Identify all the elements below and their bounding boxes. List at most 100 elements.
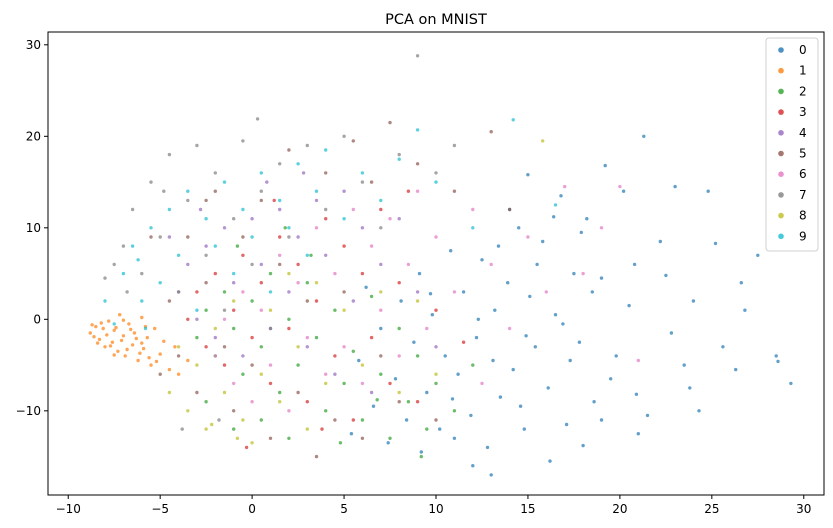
- point-0-62: [609, 377, 613, 381]
- point-0-17: [614, 354, 618, 358]
- point-8-17: [324, 381, 328, 386]
- point-0-68: [691, 299, 696, 303]
- point-7-16: [259, 189, 263, 193]
- point-7-12: [232, 217, 236, 221]
- point-9-17: [278, 198, 282, 203]
- point-5-25: [388, 120, 392, 125]
- point-0-26: [553, 313, 558, 317]
- point-0-11: [673, 184, 677, 189]
- point-4-18: [342, 189, 346, 193]
- legend-label-6: 6: [799, 167, 807, 181]
- point-7-24: [379, 226, 383, 230]
- point-7-20: [305, 143, 309, 148]
- point-8-1: [176, 345, 181, 349]
- point-2-18: [360, 418, 365, 422]
- point-7-4: [158, 235, 162, 239]
- point-0-18: [603, 163, 607, 168]
- point-9-14: [250, 235, 254, 239]
- point-6-14: [342, 345, 346, 349]
- point-7-11: [222, 308, 227, 312]
- series-6: [213, 184, 640, 413]
- point-0-35: [498, 395, 503, 399]
- point-2-33: [309, 253, 313, 257]
- legend-marker-4: [778, 130, 784, 136]
- point-5-9: [241, 235, 245, 239]
- point-0-31: [522, 427, 526, 431]
- series-2: [195, 226, 475, 459]
- point-6-9: [296, 281, 300, 285]
- point-0-24: [564, 422, 569, 427]
- point-8-0: [167, 390, 172, 395]
- point-4-12: [287, 290, 291, 294]
- point-5-21: [351, 139, 355, 143]
- point-2-10: [287, 317, 291, 321]
- point-1-35: [147, 356, 151, 360]
- point-9-26: [397, 157, 401, 161]
- point-5-4: [195, 390, 199, 395]
- point-6-26: [471, 207, 475, 212]
- point-5-19: [333, 418, 337, 422]
- point-9-23: [342, 217, 346, 221]
- point-6-30: [544, 290, 548, 294]
- point-7-33: [180, 427, 184, 431]
- point-5-6: [213, 189, 217, 193]
- point-0-32: [517, 226, 521, 230]
- point-1-30: [125, 347, 129, 352]
- point-8-3: [195, 363, 199, 367]
- point-1-23: [167, 367, 172, 372]
- point-9-7: [186, 189, 190, 193]
- point-1-12: [127, 322, 131, 326]
- point-3-1: [195, 290, 199, 294]
- point-6-8: [287, 409, 291, 413]
- point-8-25: [235, 436, 240, 440]
- legend-marker-3: [778, 109, 784, 115]
- point-3-16: [333, 354, 337, 358]
- point-1-15: [136, 358, 140, 363]
- point-3-25: [434, 308, 438, 312]
- series-7: [103, 54, 457, 431]
- point-2-23: [406, 400, 411, 404]
- point-9-25: [379, 198, 383, 203]
- point-0-53: [386, 441, 390, 445]
- point-7-28: [452, 143, 457, 148]
- point-6-7: [278, 253, 282, 257]
- point-0-34: [506, 281, 510, 285]
- point-8-2: [186, 409, 190, 413]
- point-0-54: [379, 326, 383, 331]
- point-2-22: [397, 326, 401, 331]
- point-5-0: [158, 372, 162, 376]
- point-0-76: [491, 358, 495, 363]
- point-4-24: [415, 290, 420, 294]
- point-4-26: [167, 235, 172, 239]
- point-0-39: [474, 335, 479, 340]
- point-0-5: [739, 281, 743, 285]
- point-5-22: [360, 436, 365, 440]
- point-0-21: [585, 217, 589, 221]
- point-3-8: [259, 281, 263, 285]
- point-0-56: [364, 285, 368, 289]
- point-6-4: [250, 400, 254, 404]
- point-4-15: [314, 198, 319, 203]
- point-0-63: [579, 230, 583, 235]
- point-5-11: [259, 198, 263, 203]
- point-7-7: [186, 198, 190, 203]
- point-6-0: [213, 354, 217, 358]
- point-1-40: [173, 345, 177, 349]
- point-0-88: [524, 334, 528, 338]
- legend: 0 1 2 3 4 5 6 7 8 9: [765, 37, 819, 252]
- point-0-79: [428, 292, 433, 296]
- point-6-10: [305, 335, 309, 340]
- point-5-5: [204, 281, 208, 285]
- point-4-29: [301, 171, 306, 175]
- point-2-0: [195, 335, 199, 340]
- legend-label-7: 7: [799, 188, 807, 202]
- point-7-10: [213, 171, 217, 175]
- point-9-24: [360, 171, 365, 175]
- series-8: [167, 139, 545, 445]
- point-0-89: [496, 244, 501, 248]
- point-0-10: [682, 363, 686, 367]
- point-1-10: [121, 334, 126, 338]
- point-4-14: [305, 345, 309, 349]
- point-8-24: [541, 139, 545, 143]
